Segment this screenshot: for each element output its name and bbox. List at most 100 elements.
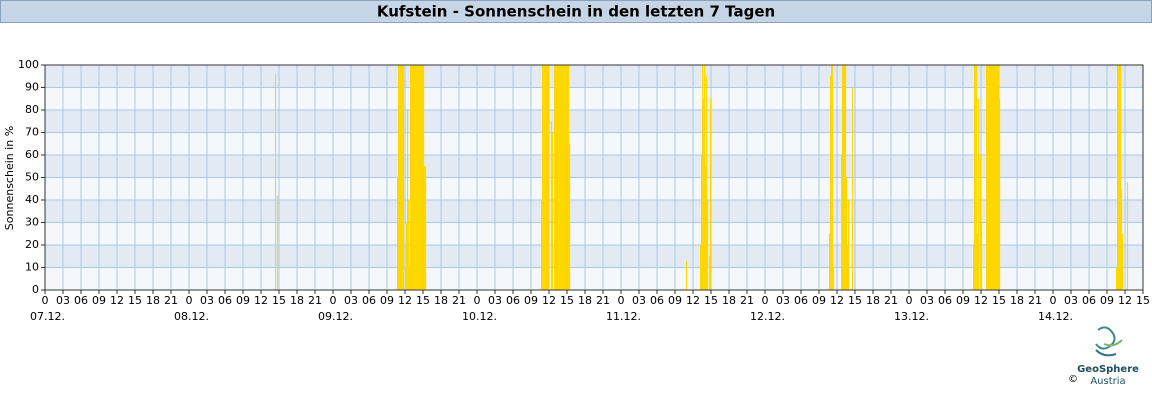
bar — [996, 65, 998, 290]
bar — [564, 65, 566, 290]
grid-band — [45, 65, 1143, 88]
x-tick-label: 12 — [974, 294, 988, 307]
bar — [841, 155, 843, 290]
bar — [274, 74, 277, 290]
bar — [847, 200, 850, 290]
bar — [987, 65, 989, 290]
logo-name: GeoSphere — [1077, 364, 1139, 375]
bar — [423, 65, 425, 290]
bar — [418, 65, 420, 290]
bar — [562, 65, 564, 290]
bar — [556, 65, 558, 290]
x-tick-label: 15 — [1136, 294, 1150, 307]
bar — [400, 65, 402, 290]
bar — [541, 65, 544, 290]
bar — [405, 267, 407, 290]
bar — [685, 260, 688, 290]
bar — [562, 65, 565, 290]
x-tick-label: 09 — [812, 294, 826, 307]
bar — [414, 65, 416, 290]
bar — [976, 233, 979, 290]
logo-sub: Austria — [1090, 376, 1125, 387]
x-day-label: 14.12. — [1038, 310, 1073, 323]
grid-band — [45, 245, 1143, 268]
x-tick-label: 21 — [164, 294, 178, 307]
x-tick-label: 06 — [938, 294, 952, 307]
bar — [547, 65, 550, 290]
x-tick-label: 0 — [618, 294, 625, 307]
bar — [847, 245, 849, 290]
x-tick-label: 21 — [884, 294, 898, 307]
x-day-label: 09.12. — [318, 310, 353, 323]
chart-title: Kufstein - Sonnenschein in den letzten 7… — [377, 3, 775, 21]
x-tick-label: 06 — [794, 294, 808, 307]
bar — [408, 200, 410, 290]
x-day-label: 08.12. — [174, 310, 209, 323]
x-tick-label: 0 — [762, 294, 769, 307]
y-tick-label: 90 — [25, 81, 39, 94]
x-tick-label: 03 — [344, 294, 358, 307]
x-tick-label: 0 — [906, 294, 913, 307]
bar — [556, 65, 559, 290]
x-tick-label: 09 — [668, 294, 682, 307]
x-tick-label: 06 — [1082, 294, 1096, 307]
grid-band — [45, 110, 1143, 133]
bar — [844, 65, 847, 290]
bar — [421, 65, 424, 290]
x-tick-label: 18 — [290, 294, 304, 307]
bar — [1126, 182, 1129, 290]
x-tick-label: 15 — [560, 294, 574, 307]
bar — [985, 65, 988, 290]
bar — [277, 195, 279, 290]
bar — [700, 245, 702, 290]
bar — [993, 65, 995, 290]
y-axis-label: Sonnenschein in % — [3, 126, 16, 230]
bar — [988, 65, 990, 290]
bar — [424, 166, 426, 290]
bar — [550, 121, 553, 290]
x-tick-label: 21 — [740, 294, 754, 307]
x-tick-label: 06 — [218, 294, 232, 307]
bar — [568, 65, 570, 290]
bar — [415, 65, 418, 290]
x-day-label: 07.12. — [30, 310, 65, 323]
x-tick-label: 18 — [434, 294, 448, 307]
x-tick-label: 0 — [42, 294, 49, 307]
bar — [1122, 233, 1124, 290]
x-tick-label: 03 — [920, 294, 934, 307]
bar — [844, 65, 846, 290]
x-tick-label: 15 — [272, 294, 286, 307]
bar — [415, 65, 417, 290]
x-tick-label: 03 — [1064, 294, 1078, 307]
bar — [547, 65, 549, 290]
bar — [852, 87, 854, 290]
x-tick-label: 12 — [1118, 294, 1132, 307]
grid-band — [45, 200, 1143, 223]
bar — [424, 166, 427, 290]
x-tick-label: 15 — [704, 294, 718, 307]
x-tick-label: 0 — [330, 294, 337, 307]
bar — [541, 200, 543, 290]
x-tick-label: 09 — [380, 294, 394, 307]
bar — [406, 222, 408, 290]
x-tick-label: 03 — [632, 294, 646, 307]
bar — [829, 76, 832, 290]
bar — [418, 65, 421, 290]
bar — [559, 65, 562, 290]
bar — [981, 222, 983, 290]
bar — [703, 98, 705, 290]
x-tick-label: 15 — [128, 294, 142, 307]
x-tick-label: 0 — [474, 294, 481, 307]
bar — [979, 155, 982, 290]
plot-border — [44, 64, 1144, 291]
bar — [841, 65, 844, 290]
bar — [706, 200, 709, 290]
logo-mark — [1095, 326, 1123, 357]
bar — [991, 65, 994, 290]
bar — [559, 65, 561, 290]
x-tick-label: 09 — [92, 294, 106, 307]
bar — [553, 65, 556, 290]
bar — [991, 65, 993, 290]
bar — [1119, 65, 1121, 290]
